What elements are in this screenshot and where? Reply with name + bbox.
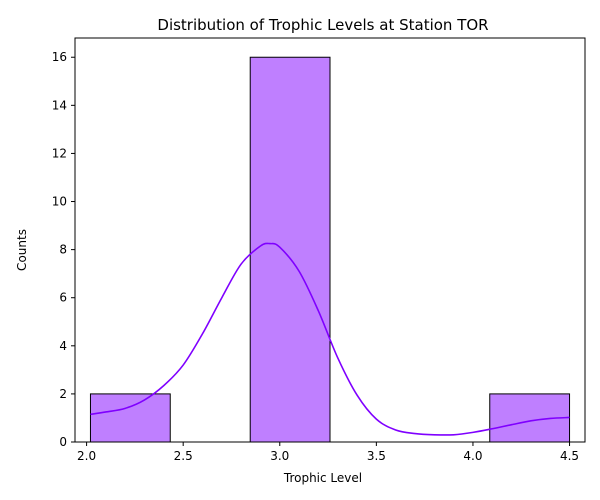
histogram-bar-2 [249,56,331,443]
kde-layer [90,242,570,436]
x-tick-label-0: 2.0 [77,449,96,463]
histogram-bar-0 [89,393,171,443]
kde-curve [90,242,570,436]
x-tick-label-2: 3.0 [270,449,289,463]
plot-frame [74,37,586,443]
x-tick-label-3: 3.5 [367,449,386,463]
y-tick-label-8: 16 [52,50,67,64]
y-tick-label-2: 4 [59,339,67,353]
bars-layer [89,56,571,443]
y-tick-label-7: 14 [52,98,67,112]
y-axis-label: Counts [15,229,29,271]
y-tick-label-1: 2 [59,387,67,401]
y-tick-label-6: 12 [52,146,67,160]
axes-layer: 2.0 2.5 3.0 3.5 4.0 4.5 0 2 4 6 8 10 12 14 16 [52,37,586,463]
x-axis-label: Trophic Level [283,471,362,485]
x-tick-label-5: 4.5 [560,449,579,463]
y-tick-label-3: 6 [59,291,67,305]
y-tick-label-0: 0 [59,435,67,449]
x-tick-label-4: 4.0 [463,449,482,463]
chart-title: Distribution of Trophic Levels at Statio… [157,16,488,34]
y-tick-label-4: 8 [59,243,67,257]
y-tick-label-5: 10 [52,195,67,209]
x-tick-label-1: 2.5 [174,449,193,463]
